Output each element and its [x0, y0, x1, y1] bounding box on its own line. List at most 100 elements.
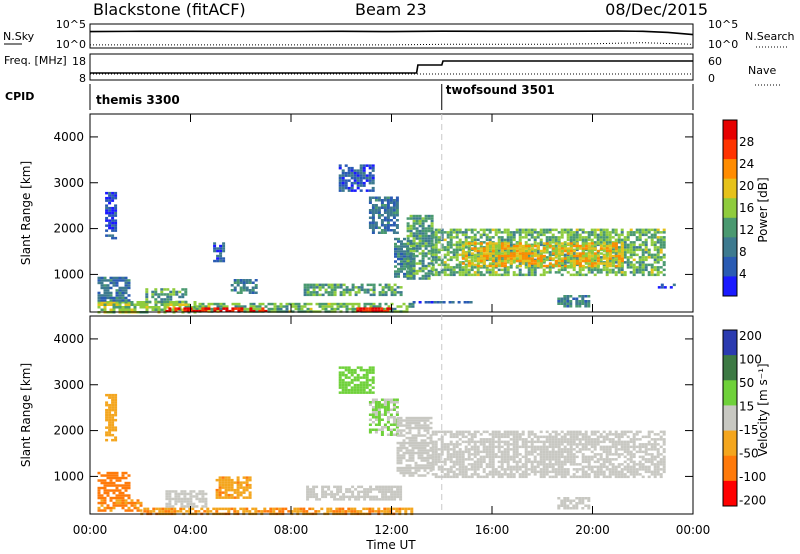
velocity-cell [106, 494, 110, 497]
nave-tick-bottom: 0 [708, 72, 715, 85]
velocity-cell [530, 430, 534, 434]
velocity-cell [557, 445, 561, 449]
power-cell [430, 224, 434, 228]
velocity-cell [377, 510, 381, 513]
velocity-cell [326, 510, 330, 513]
power-cell [494, 233, 498, 237]
power-cell [380, 229, 384, 232]
velocity-cell [114, 406, 118, 409]
velocity-cell [124, 484, 128, 487]
velocity-cell [509, 438, 513, 441]
power-cell [572, 254, 576, 258]
velocity-cell [623, 430, 627, 434]
power-cell [623, 243, 627, 247]
power-cell [338, 164, 342, 167]
power-cell [412, 227, 416, 230]
power-cell [109, 301, 113, 304]
power-cell [575, 302, 579, 305]
power-cell [581, 242, 585, 245]
velocity-cell [623, 455, 627, 459]
velocity-cell [105, 418, 109, 422]
power-cell [327, 286, 331, 289]
velocity-cell [389, 428, 393, 431]
power-cell [109, 286, 113, 290]
power-cell [395, 219, 399, 222]
power-cell [368, 201, 372, 204]
power-cell [97, 294, 101, 297]
power-cell [100, 276, 104, 280]
velocity-cell [461, 463, 465, 466]
power-cell [348, 291, 352, 294]
power-cell [157, 300, 161, 304]
velocity-cell [473, 455, 477, 459]
velocity-cell [635, 430, 639, 434]
velocity-cell [581, 448, 585, 451]
velocity-cell [236, 486, 240, 489]
power-cell [111, 206, 115, 210]
power-cell [333, 286, 337, 289]
velocity-cell [476, 468, 480, 471]
power-cell [139, 303, 143, 306]
velocity-cell [584, 448, 588, 451]
velocity-cell [608, 430, 612, 434]
power-cell [348, 293, 352, 297]
power-cell [584, 273, 588, 277]
power-cell [201, 309, 205, 313]
velocity-cell [431, 430, 435, 434]
velocity-cell [411, 436, 415, 440]
velocity-cell [302, 507, 306, 511]
velocity-cell [365, 373, 369, 377]
velocity-cell [389, 431, 393, 434]
power-cell [412, 269, 416, 273]
velocity-cell [473, 430, 477, 434]
power-cell [418, 269, 422, 273]
velocity-cell [396, 466, 400, 470]
power-cell [575, 231, 579, 234]
velocity-cell [105, 411, 109, 414]
velocity-cell [482, 455, 486, 459]
power-cell [461, 252, 465, 255]
power-cell [650, 233, 654, 237]
power-cell [653, 268, 657, 272]
power-cell [380, 221, 384, 224]
power-cell [418, 234, 422, 238]
power-cell [103, 308, 107, 311]
power-cell [177, 307, 181, 310]
power-cell [503, 242, 507, 245]
velocity-cell [467, 475, 471, 479]
power-cell [554, 249, 558, 253]
power-cell [421, 252, 425, 255]
velocity-cell [108, 408, 112, 412]
velocity-cell [575, 438, 579, 441]
velocity-cell [431, 450, 435, 454]
power-cell [124, 308, 128, 311]
power-cell [662, 246, 666, 249]
velocity-cell [414, 464, 418, 467]
velocity-cell [656, 450, 660, 454]
power-cell [384, 291, 388, 294]
power-cell [350, 174, 354, 177]
velocity-cell [103, 489, 107, 492]
power-cell [97, 306, 101, 309]
power-cell [467, 244, 471, 248]
power-cell [111, 199, 115, 202]
velocity-cell [357, 485, 361, 489]
velocity-cell [342, 493, 346, 496]
power-cell [309, 307, 313, 311]
power-cell [659, 241, 663, 244]
power-cell [476, 268, 480, 272]
power-cell [372, 293, 376, 297]
power-cell [560, 257, 564, 260]
velocity-cell [467, 448, 471, 451]
power-cell [656, 253, 660, 257]
power-cell [644, 243, 648, 247]
velocity-cell [506, 473, 510, 476]
velocity-cell [599, 465, 603, 469]
velocity-cell [602, 438, 606, 441]
power-cell [557, 244, 561, 248]
velocity-cell [491, 448, 495, 451]
velocity-cell [557, 433, 561, 436]
power-cell [368, 209, 372, 212]
power-cell [449, 233, 453, 237]
power-cell [569, 228, 573, 232]
